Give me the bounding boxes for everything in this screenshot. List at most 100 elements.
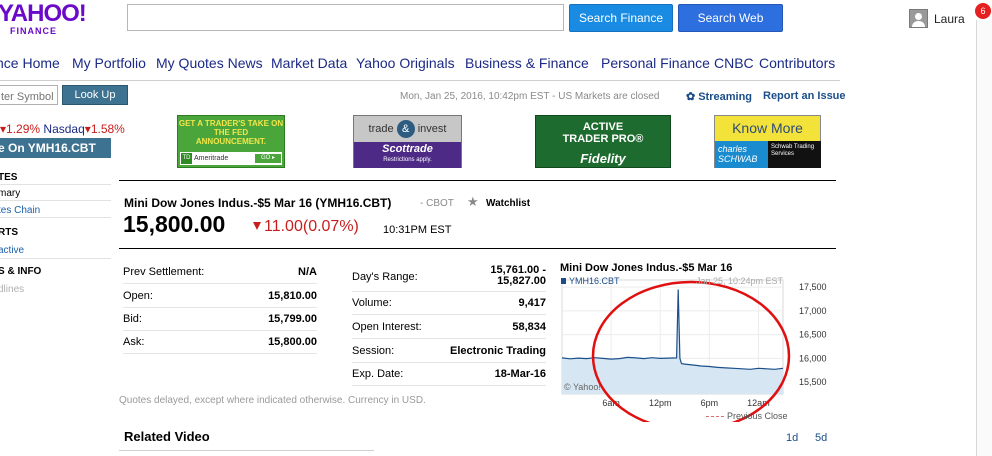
look-up-button[interactable]: Look Up bbox=[62, 85, 128, 105]
yahoo-finance-logo[interactable]: YAHOO! FINANCE bbox=[0, 0, 87, 38]
ad-scottrade[interactable]: trade & invest Scottrade Restrictions app… bbox=[353, 115, 462, 168]
nav-item-0[interactable]: nce Home bbox=[0, 55, 60, 71]
table-row: Open Interest: 58,834 bbox=[352, 316, 546, 339]
sidebar-item-1[interactable]: mary bbox=[0, 188, 21, 199]
stat-label: Bid: bbox=[123, 313, 142, 325]
x-tick-label: 6pm bbox=[701, 398, 719, 408]
quote-exchange: - CBOT bbox=[420, 198, 454, 209]
ad-fid-line1: ACTIVE bbox=[582, 121, 624, 133]
range-1d-button[interactable]: 1d bbox=[786, 432, 799, 444]
td-logo-icon: TD bbox=[181, 153, 192, 164]
stat-value: 58,834 bbox=[512, 321, 546, 333]
search-finance-button[interactable]: Search Finance bbox=[569, 4, 673, 32]
sidebar-divider bbox=[0, 217, 111, 218]
chart-prev-close-legend: Previous Close bbox=[706, 411, 788, 421]
report-issue-link[interactable]: Report an Issue bbox=[763, 90, 846, 102]
ticker-name-nasdaq[interactable]: Nasdaq bbox=[43, 122, 85, 136]
ad-td-text: GET A TRADER'S TAKE ON THE FED ANNOUNCEM… bbox=[178, 119, 284, 146]
nav-item-2[interactable]: My Quotes News bbox=[156, 55, 263, 71]
prev-close-swatch bbox=[706, 416, 724, 418]
user-name-link[interactable]: Laura bbox=[934, 12, 965, 26]
stat-label: Day's Range: bbox=[352, 271, 418, 283]
x-tick-label: 12am bbox=[747, 398, 770, 408]
nav-item-1[interactable]: My Portfolio bbox=[72, 55, 146, 71]
table-row: Volume: 9,417 bbox=[352, 292, 546, 315]
logo-text: YAHOO! bbox=[0, 0, 87, 27]
sidebar-item-5: S & INFO bbox=[0, 266, 42, 277]
ad-scot-sub: Restrictions apply. bbox=[383, 157, 432, 163]
chart-legend: YMH16.CBT bbox=[561, 276, 620, 286]
table-row: Open: 15,810.00 bbox=[123, 285, 317, 308]
nav-item-3[interactable]: Market Data bbox=[271, 55, 348, 71]
sidebar-item-2[interactable]: tes Chain bbox=[0, 205, 41, 216]
chart-watermark: © Yahoo! bbox=[564, 382, 601, 392]
sidebar-divider bbox=[0, 184, 111, 185]
y-tick-label: 17,500 bbox=[799, 282, 827, 292]
ticker-change-1: 1.29% bbox=[6, 122, 41, 136]
ad-td-ameritrade[interactable]: GET A TRADER'S TAKE ON THE FED ANNOUNCEM… bbox=[177, 115, 285, 168]
stat-label: Prev Settlement: bbox=[123, 266, 205, 278]
nav-item-4[interactable]: Yahoo Originals bbox=[356, 55, 455, 71]
stat-label: Session: bbox=[352, 345, 395, 357]
quote-change-value: 11.00 bbox=[264, 218, 303, 235]
quote-price: 15,800.00 bbox=[123, 211, 226, 237]
ad-scot-amp: & bbox=[396, 120, 415, 138]
ads-divider bbox=[119, 180, 836, 181]
notification-badge[interactable]: 6 bbox=[975, 3, 991, 19]
range-5d-button[interactable]: 5d bbox=[815, 432, 828, 444]
down-arrow-icon: ▾ bbox=[0, 122, 7, 136]
user-avatar-icon[interactable] bbox=[909, 9, 928, 28]
stat-value: 15,800.00 bbox=[268, 336, 317, 348]
related-divider bbox=[119, 450, 374, 451]
chart-title: Mini Dow Jones Indus.-$5 Mar 16 bbox=[560, 262, 733, 274]
scrollbar[interactable] bbox=[976, 20, 992, 456]
price-chart[interactable]: 15,500 16,000 16,500 17,000 17,500 6am 12pm 6pm… bbox=[558, 272, 838, 422]
search-input[interactable] bbox=[127, 4, 564, 31]
nav-item-5[interactable]: Business & Finance bbox=[465, 55, 589, 71]
quote-name: Mini Dow Jones Indus.-$5 Mar 16 (YMH16.C… bbox=[124, 196, 392, 210]
nav-item-8[interactable]: Contributors bbox=[759, 55, 836, 71]
y-tick-label: 15,500 bbox=[799, 377, 827, 387]
table-row: Ask: 15,800.00 bbox=[123, 331, 317, 354]
chart-date: Jan 25, 10:24pm EST bbox=[696, 276, 784, 286]
nav-item-6[interactable]: Personal Finance bbox=[601, 55, 710, 71]
nav-item-7[interactable]: CNBC bbox=[714, 55, 754, 71]
sidebar-item-6: dlines bbox=[0, 284, 25, 295]
symbol-input[interactable] bbox=[0, 85, 58, 105]
range-high: 15,827.00 bbox=[497, 275, 546, 287]
stat-value: 15,761.00 -15,827.00 bbox=[490, 265, 546, 287]
ad-scot-brand: Scottrade bbox=[382, 143, 433, 155]
table-row: Bid: 15,799.00 bbox=[123, 308, 317, 331]
stat-value: N/A bbox=[298, 266, 317, 278]
sidebar-item-3: RTS bbox=[0, 227, 18, 238]
x-tick-label: 6am bbox=[602, 398, 620, 408]
ad-sch-top: Know More bbox=[715, 116, 820, 141]
ad-td-go-button[interactable]: GO ▸ bbox=[255, 154, 281, 163]
quote-time: 10:31PM EST bbox=[383, 224, 452, 236]
table-row: Prev Settlement: N/A bbox=[123, 261, 317, 284]
legend-series-name: YMH16.CBT bbox=[569, 276, 620, 286]
star-icon[interactable]: ★ bbox=[467, 194, 479, 209]
legend-swatch bbox=[561, 278, 566, 284]
y-tick-label: 17,000 bbox=[799, 306, 827, 316]
search-web-button[interactable]: Search Web bbox=[678, 4, 783, 32]
related-video-heading: Related Video bbox=[124, 429, 210, 444]
stat-value: 18-Mar-16 bbox=[494, 368, 546, 380]
index-ticker: ▾1.29% Nasdaq▾1.58% bbox=[0, 122, 125, 136]
ad-schwab[interactable]: Know More charles SCHWAB Schwab Trading … bbox=[714, 115, 821, 168]
stat-label: Ask: bbox=[123, 336, 145, 348]
ad-fidelity[interactable]: ACTIVE TRADER PRO® Fidelity bbox=[535, 115, 671, 168]
series-line bbox=[561, 289, 784, 370]
stat-value: 15,810.00 bbox=[268, 290, 317, 302]
stat-value: 9,417 bbox=[518, 297, 546, 309]
stat-label: Open: bbox=[123, 290, 153, 302]
y-tick-label: 16,500 bbox=[799, 330, 827, 340]
series-area bbox=[562, 289, 783, 394]
watchlist-link[interactable]: Watchlist bbox=[486, 198, 531, 209]
sidebar-item-4[interactable]: active bbox=[0, 245, 25, 256]
ad-scot-trade: trade bbox=[368, 123, 394, 135]
gear-icon: ✿ bbox=[686, 91, 696, 103]
sidebar-divider bbox=[0, 258, 111, 259]
streaming-toggle[interactable]: ✿ Streaming bbox=[686, 90, 752, 103]
quote-divider bbox=[119, 248, 836, 249]
